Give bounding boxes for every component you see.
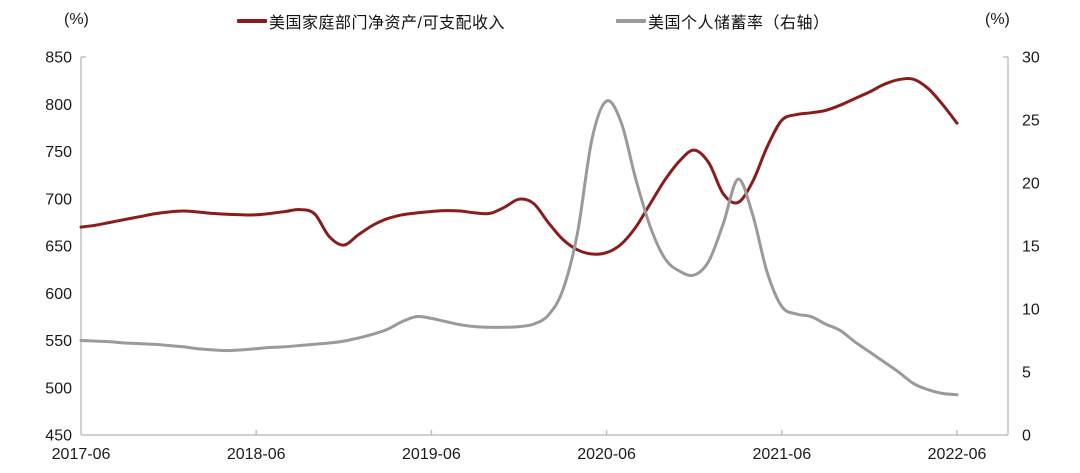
- net-worth-ratio-line: [79, 77, 959, 256]
- left-axis-tick-label: 800: [45, 97, 72, 114]
- right-axis-unit-label: (%): [985, 11, 1010, 28]
- right-axis-tick-label: 25: [1022, 113, 1040, 130]
- right-axis-tick-label: 0: [1022, 428, 1031, 445]
- left-axis-tick-label: 500: [45, 380, 72, 397]
- left-axis-tick-label: 650: [45, 239, 72, 256]
- left-axis-tick-label: 750: [45, 144, 72, 161]
- right-axis-tick-label: 5: [1022, 365, 1031, 382]
- x-axis-tick-label: 2019-06: [402, 446, 461, 463]
- x-axis-tick-label: 2022-06: [928, 446, 987, 463]
- legend-label-savings-rate: 美国个人储蓄率（右轴）: [648, 15, 830, 32]
- legend-line-marker-gray: [616, 19, 646, 23]
- left-axis-tick-label: 450: [45, 428, 72, 445]
- legend-line-marker-red: [237, 19, 267, 23]
- savings-rate-line: [79, 99, 959, 397]
- x-axis-tick-label: 2017-06: [52, 446, 111, 463]
- right-axis-tick-label: 10: [1022, 302, 1040, 319]
- right-axis-tick-label: 15: [1022, 239, 1040, 256]
- legend-item-savings-rate: 美国个人储蓄率（右轴）: [616, 10, 830, 32]
- chart-header-row: (%) 美国家庭部门净资产/可支配收入 美国个人储蓄率（右轴） (%): [0, 10, 1080, 32]
- legend-label-net-worth-ratio: 美国家庭部门净资产/可支配收入: [269, 15, 505, 32]
- left-axis-tick-label: 700: [45, 191, 72, 208]
- x-axis-tick-label: 2020-06: [577, 446, 636, 463]
- left-axis-tick-label: 550: [45, 333, 72, 350]
- x-axis-tick-label: 2021-06: [752, 446, 811, 463]
- right-axis-tick-label: 30: [1022, 50, 1040, 67]
- right-axis-tick-label: 20: [1022, 176, 1040, 193]
- left-axis-tick-label: 600: [45, 286, 72, 303]
- legend-item-net-worth-ratio: 美国家庭部门净资产/可支配收入: [237, 10, 505, 32]
- x-axis-tick-label: 2018-06: [227, 446, 286, 463]
- left-axis-tick-label: 850: [45, 50, 72, 67]
- left-axis-unit-label: (%): [64, 11, 89, 28]
